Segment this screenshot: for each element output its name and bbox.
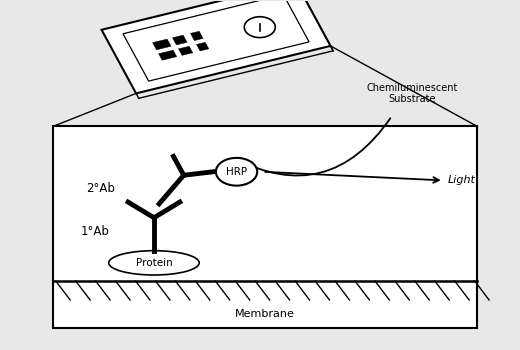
Polygon shape xyxy=(123,0,309,81)
Text: Protein: Protein xyxy=(136,258,172,268)
Polygon shape xyxy=(190,31,203,41)
Polygon shape xyxy=(178,46,193,55)
Circle shape xyxy=(244,17,275,37)
Text: 1°Ab: 1°Ab xyxy=(81,225,110,238)
Circle shape xyxy=(216,158,257,186)
Ellipse shape xyxy=(109,251,199,275)
Text: Light: Light xyxy=(448,175,476,186)
Text: 2°Ab: 2°Ab xyxy=(86,182,115,195)
Text: Membrane: Membrane xyxy=(235,309,295,319)
Polygon shape xyxy=(197,42,209,51)
Polygon shape xyxy=(152,39,171,50)
Bar xyxy=(53,126,477,328)
Polygon shape xyxy=(173,35,187,45)
Text: Chemiluminescent
Substrate: Chemiluminescent Substrate xyxy=(367,83,458,104)
Polygon shape xyxy=(159,50,177,60)
Polygon shape xyxy=(101,0,331,93)
Text: HRP: HRP xyxy=(226,167,247,177)
